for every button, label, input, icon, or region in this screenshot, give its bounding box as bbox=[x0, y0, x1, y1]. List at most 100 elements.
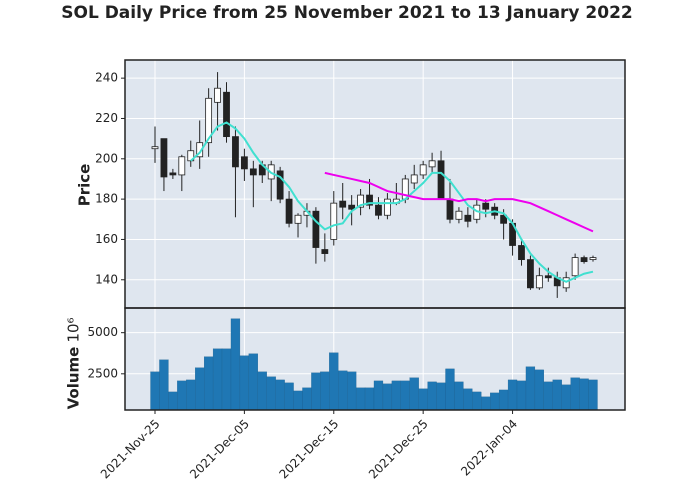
candle-body bbox=[384, 198, 391, 216]
candle-body bbox=[428, 160, 436, 168]
volume-bar bbox=[436, 382, 446, 411]
x-tick-label: 2022-Jan-04 bbox=[458, 417, 520, 479]
candle-body bbox=[330, 202, 338, 240]
volume-bar bbox=[472, 391, 482, 411]
x-tick-label: 2021-Dec-15 bbox=[277, 417, 342, 482]
y-tick-label: 220 bbox=[95, 111, 118, 125]
volume-bar bbox=[293, 390, 303, 411]
y-tick-label: 200 bbox=[95, 151, 118, 165]
candle-body bbox=[410, 174, 418, 184]
volume-bar bbox=[212, 348, 223, 411]
volume-bar bbox=[168, 391, 178, 411]
candle-body bbox=[419, 164, 427, 176]
candle-body bbox=[160, 138, 168, 178]
volume-bar bbox=[525, 366, 536, 411]
candle-body bbox=[214, 87, 221, 103]
x-tick-label: 2021-Nov-25 bbox=[98, 417, 163, 482]
volume-bar bbox=[543, 381, 553, 411]
volume-bar bbox=[311, 372, 321, 411]
moving-average-line bbox=[190, 121, 594, 283]
candle-body bbox=[589, 257, 597, 261]
candle-body bbox=[482, 202, 490, 210]
candle-body bbox=[527, 259, 534, 289]
chart-title: SOL Daily Price from 25 November 2021 to… bbox=[61, 3, 632, 23]
candle-body bbox=[169, 172, 177, 176]
volume-bar bbox=[534, 369, 544, 411]
volume-bar bbox=[570, 377, 580, 411]
volume-frame bbox=[124, 307, 626, 411]
candle-body bbox=[544, 275, 552, 279]
volume-bar bbox=[364, 387, 375, 411]
y-tick-label: 5000 bbox=[87, 325, 118, 339]
volume-bar bbox=[373, 380, 384, 411]
candle-body bbox=[321, 249, 329, 254]
volume-bar bbox=[204, 356, 214, 411]
volume-bar bbox=[427, 381, 437, 411]
volume-bar bbox=[382, 383, 393, 411]
y-tick-label: 140 bbox=[95, 272, 118, 286]
candle-body bbox=[375, 204, 382, 216]
candle-body bbox=[151, 146, 159, 150]
volume-bar bbox=[347, 371, 357, 411]
volume-scale-label: 10⁶ bbox=[65, 317, 83, 342]
volume-bar bbox=[418, 388, 428, 411]
volume-bar bbox=[507, 379, 518, 411]
y-tick-label: 180 bbox=[95, 192, 118, 206]
y-axis-label: Price bbox=[76, 164, 94, 207]
volume-bar bbox=[329, 352, 339, 411]
volume-bar bbox=[150, 371, 160, 411]
candle-body bbox=[276, 170, 284, 200]
candle-body bbox=[357, 194, 364, 208]
volume-bar bbox=[221, 348, 232, 411]
volume-bar bbox=[320, 371, 330, 411]
volume-bar bbox=[588, 379, 598, 411]
candle-body bbox=[240, 156, 248, 170]
volume-bar bbox=[409, 377, 419, 411]
candle-body bbox=[232, 136, 239, 168]
candle-body bbox=[205, 97, 213, 144]
volume-bar bbox=[561, 384, 571, 411]
y-tick-label: 160 bbox=[95, 232, 118, 246]
candle-body bbox=[285, 198, 293, 224]
candle-body bbox=[437, 160, 445, 200]
volume-bar bbox=[186, 379, 196, 411]
x-tick-label: 2021-Dec-25 bbox=[366, 417, 431, 482]
candle-body bbox=[464, 214, 472, 222]
volume-bar bbox=[239, 355, 250, 411]
volume-axis-label: Volume bbox=[65, 347, 83, 410]
volume-bar bbox=[400, 380, 410, 411]
volume-bar bbox=[454, 381, 464, 411]
candle-body bbox=[500, 214, 508, 224]
volume-bar bbox=[302, 387, 312, 411]
volume-bar bbox=[355, 387, 366, 411]
volume-bar bbox=[266, 376, 276, 411]
volume-bar bbox=[552, 379, 562, 411]
candle-body bbox=[446, 198, 454, 220]
volume-bar bbox=[159, 359, 169, 411]
candle-body bbox=[535, 275, 543, 289]
candle-body bbox=[518, 245, 525, 261]
volume-bar bbox=[498, 389, 509, 411]
candle-body bbox=[571, 257, 579, 277]
candle-body bbox=[294, 214, 302, 224]
volume-bar bbox=[248, 353, 258, 411]
candle-body bbox=[580, 257, 588, 263]
volume-bar bbox=[490, 392, 500, 411]
volume-bar bbox=[177, 380, 187, 411]
price-panel bbox=[125, 60, 625, 308]
volume-bar bbox=[338, 370, 348, 411]
volume-bar bbox=[516, 380, 527, 411]
candle-body bbox=[312, 210, 320, 248]
volume-bar bbox=[284, 382, 294, 411]
volume-bar bbox=[391, 380, 401, 411]
y-tick-label: 2500 bbox=[87, 366, 118, 380]
candle-body bbox=[455, 210, 463, 220]
y-tick-label: 240 bbox=[95, 71, 118, 85]
volume-bar bbox=[463, 388, 473, 411]
candle-body bbox=[178, 156, 186, 176]
candle-body bbox=[223, 91, 230, 138]
moving-average-line bbox=[324, 171, 594, 233]
volume-bar bbox=[257, 371, 267, 411]
volume-bar bbox=[481, 396, 491, 411]
